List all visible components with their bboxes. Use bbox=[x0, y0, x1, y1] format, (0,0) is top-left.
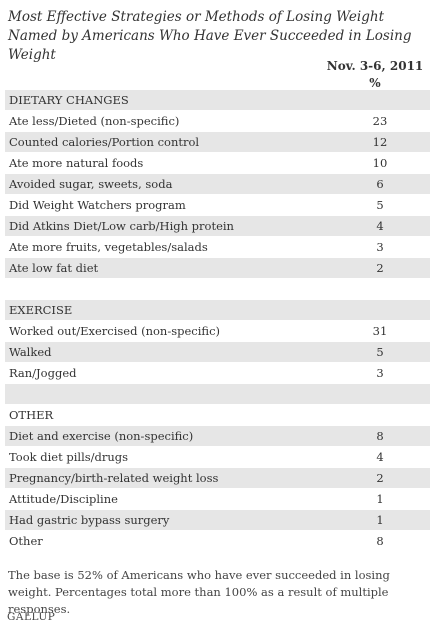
row-value: 23 bbox=[372, 114, 388, 128]
section-label: DIETARY CHANGES bbox=[9, 93, 129, 107]
section-header-row: EXERCISE bbox=[5, 300, 430, 321]
row-value: 2 bbox=[376, 261, 384, 275]
column-header: Nov. 3-6, 2011 % bbox=[320, 58, 430, 92]
row-value: 3 bbox=[376, 240, 384, 254]
section-label: EXERCISE bbox=[9, 303, 73, 317]
row-value: 31 bbox=[372, 324, 388, 338]
row-label: Ate more fruits, vegetables/salads bbox=[9, 240, 208, 254]
table-row: Avoided sugar, sweets, soda 6 bbox=[5, 174, 430, 195]
row-label: Ate more natural foods bbox=[9, 156, 144, 170]
row-value: 4 bbox=[376, 450, 384, 464]
table-row: Counted calories/Portion control 12 bbox=[5, 132, 430, 153]
table-row: Worked out/Exercised (non-specific) 31 bbox=[5, 321, 430, 342]
row-value: 6 bbox=[376, 177, 384, 191]
row-label: Did Weight Watchers program bbox=[9, 198, 186, 212]
table-row: Ran/Jogged 3 bbox=[5, 363, 430, 384]
row-label: Worked out/Exercised (non-specific) bbox=[9, 324, 220, 338]
row-value: 10 bbox=[372, 156, 388, 170]
column-header-unit: % bbox=[369, 76, 381, 90]
row-value: 12 bbox=[372, 135, 388, 149]
row-value: 1 bbox=[376, 513, 384, 527]
row-value: 4 bbox=[376, 219, 384, 233]
table-row: Ate more natural foods 10 bbox=[5, 153, 430, 174]
row-value: 1 bbox=[376, 492, 384, 506]
table-row: Diet and exercise (non-specific) 8 bbox=[5, 426, 430, 447]
row-label: Did Atkins Diet/Low carb/High protein bbox=[9, 219, 234, 233]
row-label: Counted calories/Portion control bbox=[9, 135, 200, 149]
column-header-date: Nov. 3-6, 2011 bbox=[326, 59, 424, 73]
table-row: Ate low fat diet 2 bbox=[5, 258, 430, 279]
results-table: DIETARY CHANGES Ate less/Dieted (non-spec… bbox=[5, 90, 430, 552]
table-row: Ate more fruits, vegetables/salads 3 bbox=[5, 237, 430, 258]
table-row: Walked 5 bbox=[5, 342, 430, 363]
row-label: Took diet pills/drugs bbox=[9, 450, 129, 464]
row-label: Diet and exercise (non-specific) bbox=[9, 429, 194, 443]
table-row: Did Weight Watchers program 5 bbox=[5, 195, 430, 216]
row-value: 2 bbox=[376, 471, 384, 485]
gallup-logo: GALLUP bbox=[7, 611, 56, 623]
table-row: Took diet pills/drugs 4 bbox=[5, 447, 430, 468]
row-label: Ate low fat diet bbox=[9, 261, 99, 275]
section-label: OTHER bbox=[9, 408, 54, 422]
table-row: Pregnancy/birth-related weight loss 2 bbox=[5, 468, 430, 489]
row-label: Had gastric bypass surgery bbox=[9, 513, 170, 527]
row-value: 3 bbox=[376, 366, 384, 380]
row-label: Avoided sugar, sweets, soda bbox=[9, 177, 173, 191]
spacer-row bbox=[5, 384, 430, 405]
row-label: Other bbox=[9, 534, 43, 548]
row-value: 8 bbox=[376, 429, 384, 443]
spacer-row bbox=[5, 279, 430, 300]
section-header-row: DIETARY CHANGES bbox=[5, 90, 430, 111]
table-row: Did Atkins Diet/Low carb/High protein 4 bbox=[5, 216, 430, 237]
row-label: Attitude/Discipline bbox=[9, 492, 118, 506]
footnote: The base is 52% of Americans who have ev… bbox=[8, 568, 390, 616]
table-row: Other 8 bbox=[5, 531, 430, 552]
row-value: 5 bbox=[376, 345, 384, 359]
table-row: Attitude/Discipline 1 bbox=[5, 489, 430, 510]
row-value: 5 bbox=[376, 198, 384, 212]
table-row: Ate less/Dieted (non-specific) 23 bbox=[5, 111, 430, 132]
row-label: Ran/Jogged bbox=[9, 366, 77, 380]
table-row: Had gastric bypass surgery 1 bbox=[5, 510, 430, 531]
row-label: Ate less/Dieted (non-specific) bbox=[9, 114, 180, 128]
row-value: 8 bbox=[376, 534, 384, 548]
section-header-row: OTHER bbox=[5, 405, 430, 426]
row-label: Walked bbox=[9, 345, 52, 359]
row-label: Pregnancy/birth-related weight loss bbox=[9, 471, 219, 485]
table-title: Most Effective Strategies or Methods of … bbox=[8, 9, 412, 63]
